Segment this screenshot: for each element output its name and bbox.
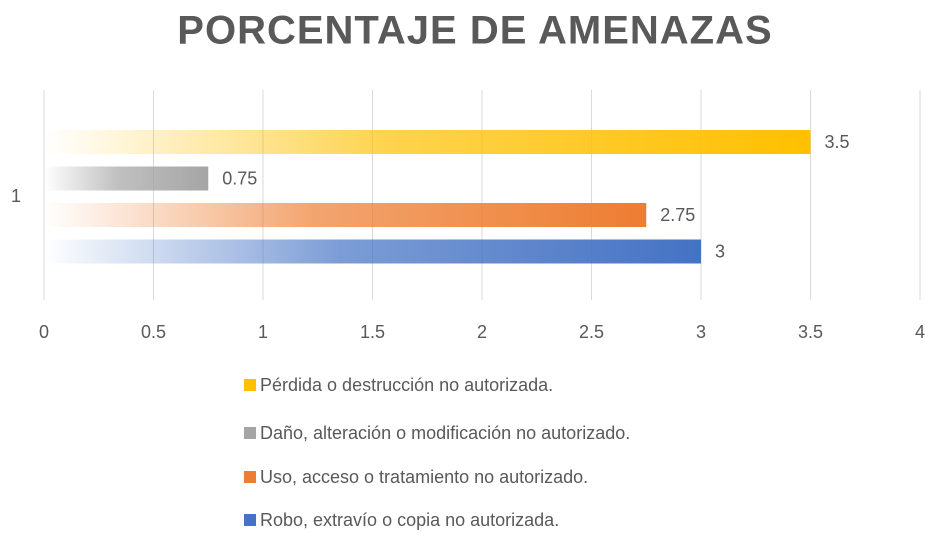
legend-swatch (244, 471, 256, 483)
bar (44, 166, 209, 191)
legend-label: Pérdida o destrucción no autorizada. (260, 375, 553, 395)
x-tick-label: 1.5 (360, 322, 385, 342)
legend-swatch (244, 514, 256, 526)
chart-title: PORCENTAJE DE AMENAZAS (177, 9, 772, 53)
bar (44, 239, 701, 264)
x-tick-label: 2.5 (579, 322, 604, 342)
bar (44, 130, 811, 154)
x-tick-label: 3 (696, 322, 706, 342)
legend-label: Daño, alteración o modificación no autor… (260, 423, 630, 443)
bar (44, 203, 647, 227)
data-label: 2.75 (660, 205, 695, 225)
y-tick-label: 1 (11, 186, 21, 206)
data-label: 3 (715, 241, 725, 261)
data-label: 3.5 (825, 132, 850, 152)
x-tick-label: 1 (258, 322, 268, 342)
legend-label: Uso, acceso o tratamiento no autorizado. (260, 467, 588, 487)
x-tick-label: 0.5 (141, 322, 166, 342)
x-tick-label: 0 (39, 322, 49, 342)
legend-swatch (244, 427, 256, 439)
legend-label: Robo, extravío o copia no autorizada. (260, 510, 559, 530)
data-label: 0.75 (222, 168, 257, 188)
x-tick-label: 4 (915, 322, 925, 342)
x-tick-label: 2 (477, 322, 487, 342)
legend-swatch (244, 379, 256, 391)
x-tick-label: 3.5 (798, 322, 823, 342)
